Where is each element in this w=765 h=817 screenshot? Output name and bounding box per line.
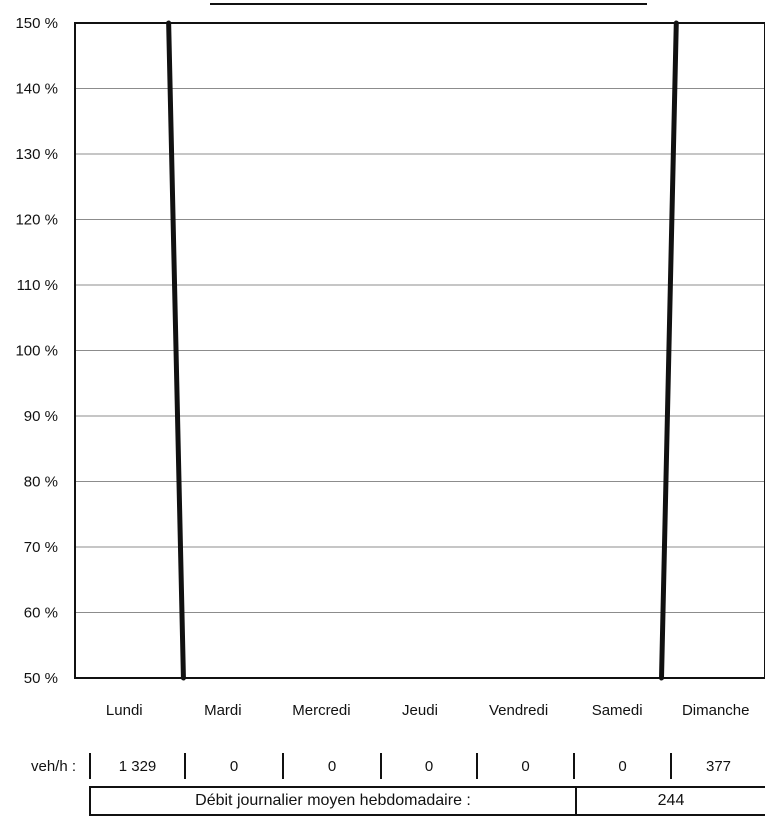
table-separator [573,753,575,779]
series-line-segment [166,20,186,681]
x-tick-label: Mardi [204,702,242,719]
table-separator [184,753,186,779]
table-separator [476,753,478,779]
y-tick-label: 60 % [24,605,58,622]
x-tick-label: Jeudi [402,702,438,719]
table-separator [670,753,672,779]
y-tick-label: 130 % [15,146,58,163]
y-tick-label: 90 % [24,408,58,425]
daily-value: 1 329 [118,758,157,775]
daily-value: 0 [229,758,239,775]
weekly-variation-chart: 150 % 140 % 130 % 120 % 110 % 100 % 90 % 80 % 70… [15,15,765,687]
x-tick-label: Dimanche [681,702,750,719]
table-separator [380,753,382,779]
x-tick-label: Vendredi [488,702,549,719]
weekly-average-value: 244 [657,792,685,809]
table-separator [282,753,284,779]
y-axis-ticks: 150 % 140 % 130 % 120 % 110 % 100 % 90 % 80 % 70… [15,15,58,687]
y-tick-label: 120 % [15,212,58,229]
x-tick-label: Samedi [591,702,643,719]
title-underline [210,3,647,5]
plot-frame [74,22,765,679]
y-tick-label: 100 % [15,343,58,360]
y-tick-label: 110 % [17,277,58,294]
daily-value: 0 [327,758,337,775]
y-tick-label: 80 % [24,474,58,491]
daily-value: 0 [521,758,530,775]
daily-value: 0 [618,758,627,775]
y-tick-label: 150 % [15,15,58,32]
x-tick-label: Mercredi [292,702,351,719]
y-tick-label: 70 % [24,539,58,556]
weekly-average-box: Débit journalier moyen hebdomadaire : 24… [89,786,765,816]
daily-value: 0 [424,758,434,775]
y-tick-label: 50 % [24,670,58,687]
y-tick-label: 140 % [15,81,58,98]
series-line-segment [659,20,679,681]
daily-value: 377 [705,758,732,775]
series-lines [166,20,679,681]
table-separator [89,753,91,779]
x-tick-label: Lundi [105,702,143,719]
row-label: veh/h : [31,758,77,775]
footer-separator [575,788,577,814]
weekly-average-label: Débit journalier moyen hebdomadaire : [195,792,471,809]
